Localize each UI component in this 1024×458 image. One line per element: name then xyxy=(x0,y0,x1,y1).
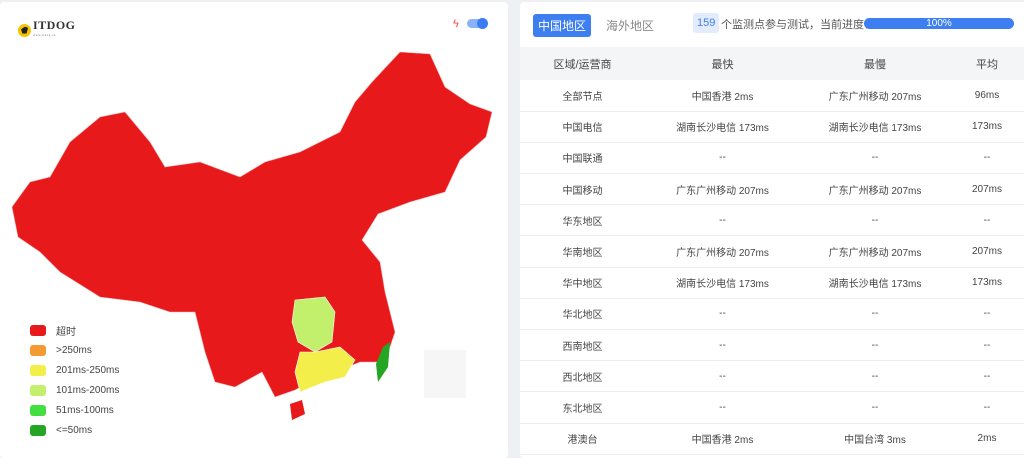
table-row: 华东地区 -- -- -- xyxy=(520,204,1024,237)
table-cell: -- xyxy=(800,142,950,175)
table-row: 中国联通 -- -- -- xyxy=(520,142,1024,175)
table-cell: 173ms xyxy=(950,267,1024,299)
legend-item[interactable]: 51ms-100ms xyxy=(30,400,119,420)
table-cell: 96ms xyxy=(950,80,1024,112)
table-cell: 中国联通 xyxy=(520,142,645,175)
legend-item[interactable]: 超时 xyxy=(30,320,119,340)
tab-china[interactable]: 中国地区 xyxy=(533,14,592,37)
table-cell: 西南地区 xyxy=(520,329,645,362)
table-row: 全部节点 中国香港 2ms 广东广州移动 207ms 96ms xyxy=(520,80,1024,112)
table-cell: -- xyxy=(645,391,800,424)
table-cell: 广东广州移动 207ms xyxy=(645,173,800,206)
table-cell: 中国香港 2ms xyxy=(645,423,800,455)
table-cell: -- xyxy=(800,329,950,362)
table-row: 西南地区 -- -- -- xyxy=(520,329,1024,362)
table-cell: 湖南长沙电信 173ms xyxy=(645,111,800,143)
table-cell: 湖南长沙电信 173ms xyxy=(800,111,950,143)
table-cell: -- xyxy=(645,298,800,331)
table-cell: 华南地区 xyxy=(520,235,645,268)
table-cell: 广东广州移动 207ms xyxy=(800,80,950,112)
table-cell: -- xyxy=(950,391,1024,424)
table-cell: 华中地区 xyxy=(520,267,645,299)
table-cell: 广东广州移动 207ms xyxy=(800,173,950,206)
table-row: 华北地区 -- -- -- xyxy=(520,298,1024,331)
table-cell: 广东广州移动 207ms xyxy=(645,235,800,268)
region-hunan xyxy=(291,296,336,353)
node-count-badge: 159 xyxy=(693,13,720,33)
legend-item[interactable]: 101ms-200ms xyxy=(30,380,119,400)
results-panel: 中国地区 海外地区 159 个监测点参与测试，当前进度： 100% 区域/运营商… xyxy=(520,2,1024,458)
table-cell: 全部节点 xyxy=(520,80,645,112)
map-legend: 超时 >250ms 201ms-250ms 101ms-200ms 51ms-1… xyxy=(30,320,119,440)
table-row: 东北地区 -- -- -- xyxy=(520,391,1024,424)
table-cell: 广东广州移动 207ms xyxy=(800,235,950,268)
table-cell: 湖南长沙电信 173ms xyxy=(645,267,800,299)
col-region: 区域/运营商 xyxy=(520,47,645,80)
progress-text: 个监测点参与测试，当前进度： xyxy=(721,19,875,31)
table-cell: 港澳台 xyxy=(520,423,645,455)
table-cell: -- xyxy=(800,204,950,237)
region-guangdong-guangxi xyxy=(294,346,356,393)
table-cell: -- xyxy=(645,360,800,393)
region-timeout xyxy=(11,51,493,398)
table-cell: 华北地区 xyxy=(520,298,645,331)
map-panel: ITDOG www.itdog.cn ϟ 超时 >250ms 201ms-250m… xyxy=(0,2,508,458)
region-taiwan xyxy=(376,342,390,382)
itdog-logo: ITDOG www.itdog.cn xyxy=(18,18,76,40)
table-cell: 中国电信 xyxy=(520,111,645,143)
table-cell: -- xyxy=(800,360,950,393)
table-cell: -- xyxy=(950,204,1024,237)
table-cell: -- xyxy=(950,329,1024,362)
table-cell: 2ms xyxy=(950,423,1024,455)
table-cell: 173ms xyxy=(950,111,1024,143)
table-row: 中国移动 广东广州移动 207ms 广东广州移动 207ms 207ms xyxy=(520,173,1024,206)
region-hainan xyxy=(290,400,305,420)
table-cell: 中国香港 2ms xyxy=(645,80,800,112)
table-cell: -- xyxy=(800,298,950,331)
col-average: 平均 xyxy=(950,47,1024,80)
table-row: 西北地区 -- -- -- xyxy=(520,360,1024,393)
table-row: 华中地区 湖南长沙电信 173ms 湖南长沙电信 173ms 173ms xyxy=(520,267,1024,299)
table-cell: 207ms xyxy=(950,235,1024,268)
lightning-icon: ϟ xyxy=(453,18,459,30)
legend-item[interactable]: >250ms xyxy=(30,340,119,360)
progress-bar: 100% xyxy=(864,18,1014,29)
table-cell: -- xyxy=(645,204,800,237)
logo-text: ITDOG xyxy=(33,18,76,32)
logo-url: www.itdog.cn xyxy=(33,33,56,37)
south-china-sea-inset xyxy=(424,350,466,398)
table-row: 港澳台 中国香港 2ms 中国台湾 3ms 2ms xyxy=(520,423,1024,455)
table-cell: 207ms xyxy=(950,173,1024,206)
table-cell: -- xyxy=(950,142,1024,175)
dog-icon xyxy=(18,23,31,37)
table-cell: 中国台湾 3ms xyxy=(800,423,950,455)
table-cell: -- xyxy=(645,329,800,362)
table-row: 中国电信 湖南长沙电信 173ms 湖南长沙电信 173ms 173ms xyxy=(520,111,1024,143)
table-cell: -- xyxy=(645,142,800,175)
results-table: 区域/运营商 最快 最慢 平均 全部节点 中国香港 2ms 广东广州移动 207ms… xyxy=(520,47,1024,455)
map-toggle[interactable] xyxy=(467,18,488,29)
table-cell: 中国移动 xyxy=(520,173,645,206)
legend-item[interactable]: 201ms-250ms xyxy=(30,360,119,380)
table-cell: -- xyxy=(800,391,950,424)
table-cell: -- xyxy=(950,360,1024,393)
col-slowest: 最慢 xyxy=(800,47,950,80)
legend-item[interactable]: <=50ms xyxy=(30,420,119,440)
table-cell: 华东地区 xyxy=(520,204,645,237)
table-cell: 湖南长沙电信 173ms xyxy=(800,267,950,299)
table-cell: 东北地区 xyxy=(520,391,645,424)
table-row: 华南地区 广东广州移动 207ms 广东广州移动 207ms 207ms xyxy=(520,235,1024,268)
col-fastest: 最快 xyxy=(645,47,800,80)
china-map[interactable] xyxy=(0,42,508,432)
table-cell: -- xyxy=(950,298,1024,331)
tab-overseas[interactable]: 海外地区 xyxy=(606,19,655,33)
table-cell: 西北地区 xyxy=(520,360,645,393)
